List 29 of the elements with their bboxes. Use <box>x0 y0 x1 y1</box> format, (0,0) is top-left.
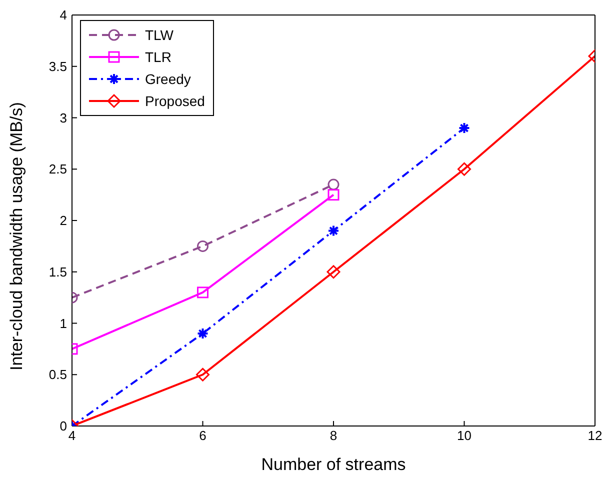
legend-label: Proposed <box>145 93 205 109</box>
point <box>328 189 340 201</box>
point <box>458 162 471 176</box>
point <box>197 286 208 298</box>
y-tick-label: 0 <box>60 418 67 434</box>
y-tick-label: 0.5 <box>48 367 67 382</box>
point <box>196 328 209 340</box>
x-tick-label: 10 <box>457 428 472 444</box>
y-tick-label: 1.5 <box>48 264 67 280</box>
legend-label: Greedy <box>145 71 191 87</box>
y-tick-label: 2.5 <box>48 162 67 177</box>
y-axis-title: Inter-cloud bandwidth usage (MB/s) <box>7 102 26 370</box>
legend-label: TLR <box>145 49 172 65</box>
y-tick-label: 3 <box>60 110 67 126</box>
point <box>328 178 340 190</box>
y-tick-label: 2 <box>60 213 67 228</box>
x-axis-title: Number of streams <box>261 455 406 474</box>
x-tick-label: 8 <box>330 428 338 444</box>
y-tick-label: 1 <box>60 316 67 331</box>
y-tick-label: 4 <box>60 8 67 23</box>
point <box>458 122 470 134</box>
point <box>328 224 340 237</box>
y-tick-label: 3.5 <box>48 58 67 74</box>
x-tick-label: 12 <box>588 428 602 444</box>
legend-label: TLW <box>145 27 174 43</box>
point <box>326 265 340 279</box>
point <box>197 240 208 252</box>
x-tick-label: 6 <box>199 428 206 444</box>
point <box>196 368 210 382</box>
